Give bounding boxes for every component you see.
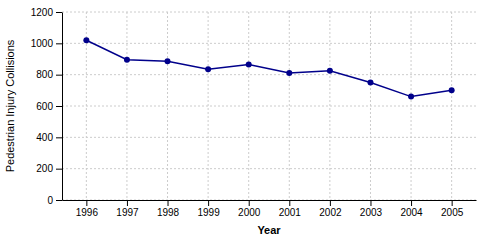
point — [367, 80, 373, 86]
y-tick-mark — [56, 137, 62, 138]
y-tick-label: 0 — [47, 195, 53, 206]
point — [83, 37, 89, 43]
x-tick: 1996 — [76, 200, 99, 218]
grid-line-y — [62, 168, 476, 169]
point — [205, 66, 211, 72]
x-tick: 1998 — [157, 200, 180, 218]
x-tick-label: 1997 — [116, 207, 139, 218]
x-tick-mark — [370, 200, 371, 206]
point — [286, 70, 292, 76]
x-tick: 1999 — [197, 200, 220, 218]
plot: 1996199719981999200020012002200320042005… — [31, 7, 477, 218]
point — [124, 57, 130, 63]
x-tick: 1997 — [116, 200, 139, 218]
grid-line-y — [62, 137, 476, 138]
x-tick-mark — [127, 200, 128, 206]
grid-line-y — [62, 200, 476, 201]
x-tick: 2000 — [238, 200, 261, 218]
y-tick-mark — [56, 169, 62, 170]
x-tick-label: 2000 — [238, 207, 261, 218]
y-tick-mark — [56, 200, 62, 201]
x-tick-label: 1996 — [76, 207, 99, 218]
x-tick-mark — [168, 200, 169, 206]
x-tick-label: 1998 — [157, 207, 180, 218]
x-tick: 2003 — [360, 200, 383, 218]
y-tick-label: 1200 — [31, 7, 54, 18]
x-tick-label: 1999 — [197, 207, 220, 218]
x-tick-mark — [208, 200, 209, 206]
y-axis: 0 200 400 600 800 1000 1200 — [31, 7, 63, 206]
y-tick: 200 — [36, 163, 62, 174]
grid-line-x — [289, 12, 290, 200]
line — [86, 40, 451, 96]
y-tick: 1200 — [31, 7, 62, 18]
x-tick-label: 2001 — [279, 207, 302, 218]
point — [165, 58, 171, 64]
y-axis-title: Pedestrian Injury Collisions — [4, 39, 16, 172]
x-tick-label: 2002 — [319, 207, 342, 218]
x-tick-mark — [249, 200, 250, 206]
point — [246, 61, 252, 67]
grid — [62, 12, 476, 200]
grid-line-y — [62, 12, 476, 13]
point — [408, 94, 414, 100]
grid-line-y — [62, 106, 476, 107]
chart: 1996199719981999200020012002200320042005… — [0, 0, 492, 242]
y-tick-label: 200 — [36, 163, 53, 174]
x-tick: 2002 — [319, 200, 342, 218]
x-tick-label: 2003 — [360, 207, 383, 218]
y-tick-label: 1000 — [31, 38, 54, 49]
y-axis-line — [62, 13, 63, 201]
x-tick: 2004 — [400, 200, 423, 218]
y-tick-label: 600 — [36, 101, 53, 112]
x-tick-mark — [289, 200, 290, 206]
y-tick: 1000 — [31, 38, 62, 49]
y-tick-mark — [56, 43, 62, 44]
x-tick-label: 2005 — [441, 207, 464, 218]
point — [449, 87, 455, 93]
marks — [83, 37, 454, 99]
x-tick: 2001 — [279, 200, 302, 218]
x-tick-mark — [330, 200, 331, 206]
x-tick-mark — [411, 200, 412, 206]
x-tick: 2005 — [441, 200, 464, 218]
y-tick-mark — [56, 75, 62, 76]
y-tick-label: 800 — [36, 69, 53, 80]
grid-line-x — [248, 12, 249, 200]
x-tick-mark — [86, 200, 87, 206]
x-axis: 1996 1997 1998 1999 2000 2001 2002 2003 2004 2005 — [63, 200, 477, 218]
grid-line-y — [62, 43, 476, 44]
y-tick: 400 — [36, 132, 62, 143]
y-tick: 800 — [36, 69, 62, 80]
y-tick-mark — [56, 106, 62, 107]
x-axis-title: Year — [257, 224, 281, 236]
y-tick-mark — [56, 12, 62, 13]
y-tick: 0 — [47, 195, 62, 206]
y-tick: 600 — [36, 101, 62, 112]
x-axis-line — [63, 200, 477, 201]
point — [327, 68, 333, 74]
x-tick-label: 2004 — [400, 207, 423, 218]
grid-line-y — [62, 74, 476, 75]
y-tick-label: 400 — [36, 132, 53, 143]
x-tick-mark — [452, 200, 453, 206]
